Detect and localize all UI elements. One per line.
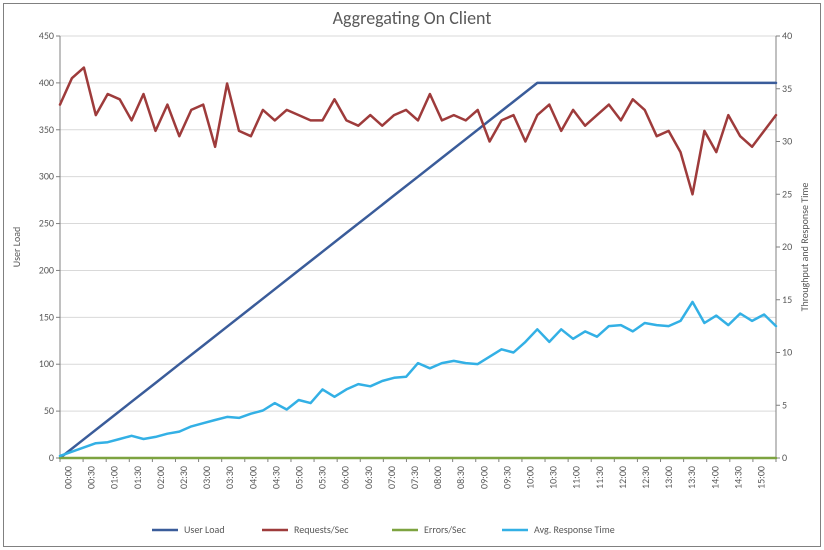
xtick-label: 13:30 xyxy=(685,466,698,489)
xtick-label: 14:30 xyxy=(731,466,744,489)
chart-title: Aggregating On Client xyxy=(333,7,492,29)
xtick-label: 03:30 xyxy=(223,466,236,489)
ytick-left-label: 400 xyxy=(39,76,54,89)
xtick-label: 08:00 xyxy=(431,466,444,489)
ytick-right-label: 30 xyxy=(782,135,792,148)
ytick-left-label: 0 xyxy=(49,451,54,464)
chart-container: Aggregating On Client0501001502002503003… xyxy=(0,0,824,550)
xtick-label: 11:00 xyxy=(570,466,583,489)
legend-label: Errors/Sec xyxy=(424,523,467,536)
ytick-right-label: 35 xyxy=(782,82,792,95)
xtick-label: 03:00 xyxy=(200,466,213,489)
ytick-left-label: 450 xyxy=(39,29,54,42)
legend-label: Requests/Sec xyxy=(294,523,349,536)
xtick-label: 13:00 xyxy=(662,466,675,489)
series-avg-response-time xyxy=(60,302,776,456)
ytick-left-label: 300 xyxy=(39,170,54,183)
xtick-label: 00:00 xyxy=(62,466,75,489)
xtick-label: 02:30 xyxy=(177,466,190,489)
legend-label: User Load xyxy=(184,523,225,536)
ytick-right-label: 5 xyxy=(782,398,787,411)
xtick-label: 06:30 xyxy=(362,466,375,489)
xtick-label: 00:30 xyxy=(85,466,98,489)
xtick-label: 04:00 xyxy=(246,466,259,489)
ytick-left-label: 200 xyxy=(39,263,54,276)
chart-svg: Aggregating On Client0501001502002503003… xyxy=(0,0,824,550)
xtick-label: 04:30 xyxy=(269,466,282,489)
xtick-label: 10:00 xyxy=(523,466,536,489)
xtick-label: 12:30 xyxy=(639,466,652,489)
ytick-left-label: 250 xyxy=(39,217,54,230)
legend-label: Avg. Response Time xyxy=(534,523,615,536)
xtick-label: 10:30 xyxy=(547,466,560,489)
xtick-label: 14:00 xyxy=(708,466,721,489)
ytick-right-label: 40 xyxy=(782,29,792,42)
y-right-label: Throughput and Response Time xyxy=(798,183,811,312)
ytick-left-label: 100 xyxy=(39,357,54,370)
xtick-label: 09:30 xyxy=(500,466,513,489)
xtick-label: 01:30 xyxy=(131,466,144,489)
ytick-right-label: 10 xyxy=(782,346,792,359)
ytick-left-label: 50 xyxy=(44,404,54,417)
xtick-label: 12:00 xyxy=(616,466,629,489)
plot-area xyxy=(60,36,776,458)
xtick-label: 07:00 xyxy=(385,466,398,489)
xtick-label: 08:30 xyxy=(454,466,467,489)
xtick-label: 07:30 xyxy=(408,466,421,489)
xtick-label: 05:00 xyxy=(293,466,306,489)
xtick-label: 15:00 xyxy=(754,466,767,489)
xtick-label: 01:00 xyxy=(108,466,121,489)
ytick-right-label: 0 xyxy=(782,451,787,464)
xtick-label: 05:30 xyxy=(316,466,329,489)
ytick-left-label: 150 xyxy=(39,310,54,323)
ytick-right-label: 15 xyxy=(782,293,792,306)
xtick-label: 09:00 xyxy=(477,466,490,489)
ytick-left-label: 350 xyxy=(39,123,54,136)
xtick-label: 02:00 xyxy=(154,466,167,489)
xtick-label: 11:30 xyxy=(593,466,606,489)
ytick-right-label: 25 xyxy=(782,187,792,200)
xtick-label: 06:00 xyxy=(339,466,352,489)
y-left-label: User Load xyxy=(10,227,23,268)
outer-border xyxy=(4,4,821,547)
ytick-right-label: 20 xyxy=(782,240,792,253)
